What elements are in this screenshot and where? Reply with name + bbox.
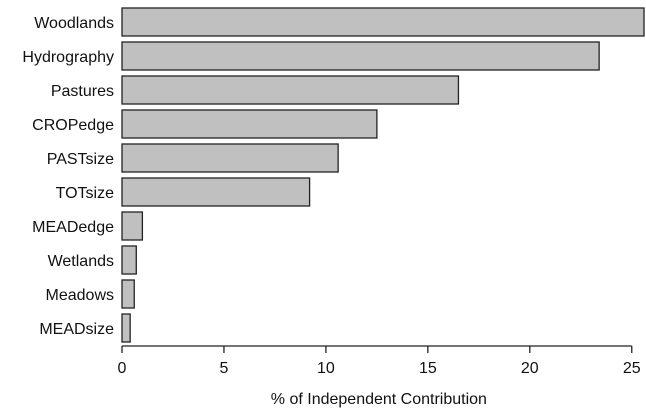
bar-hydrography xyxy=(121,41,600,71)
x-axis-label: % of Independent Contribution xyxy=(271,391,487,408)
bars-group xyxy=(121,7,645,343)
x-tick-label: 25 xyxy=(623,360,641,377)
category-labels: Woodlands Hydrography Pastures CROPedge PAST… xyxy=(22,15,114,338)
bar-totsize xyxy=(121,177,311,207)
bar-pastures xyxy=(121,75,460,105)
x-tick-label: 5 xyxy=(220,360,229,377)
x-tick-label: 15 xyxy=(419,360,437,377)
bar-meadows xyxy=(121,279,135,309)
category-label-hydrography: Hydrography xyxy=(22,49,114,66)
category-label-pastures: Pastures xyxy=(51,83,114,100)
category-label-woodlands: Woodlands xyxy=(34,15,114,32)
x-tick-label: 20 xyxy=(521,360,539,377)
bar-meadsize xyxy=(121,313,131,343)
category-label-cropedge: CROPedge xyxy=(32,117,114,134)
x-tick-label: 10 xyxy=(317,360,335,377)
bar-pastsize xyxy=(121,143,339,173)
category-label-meadsize: MEADsize xyxy=(39,321,114,338)
category-label-meadows: Meadows xyxy=(46,287,114,304)
category-label-wetlands: Wetlands xyxy=(48,253,114,270)
x-axis-ticks: 0 5 10 15 20 25 xyxy=(118,346,641,377)
bar-woodlands xyxy=(121,7,645,37)
category-label-meadedge: MEADedge xyxy=(32,219,114,236)
bar-wetlands xyxy=(121,245,137,275)
x-tick-label: 0 xyxy=(118,360,127,377)
category-label-totsize: TOTsize xyxy=(56,185,114,202)
category-label-pastsize: PASTsize xyxy=(47,151,114,168)
bar-cropedge xyxy=(121,109,378,139)
bar-meadedge xyxy=(121,211,144,241)
